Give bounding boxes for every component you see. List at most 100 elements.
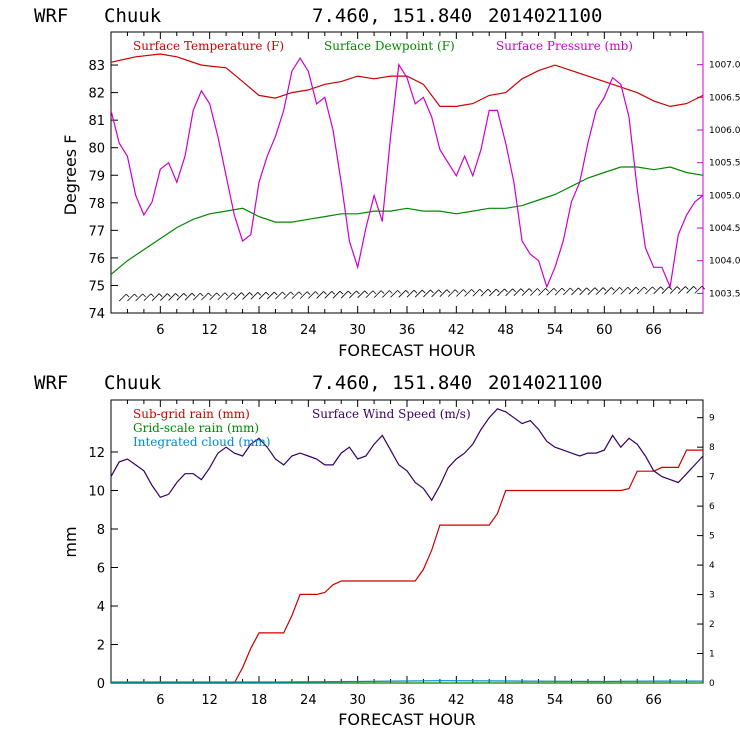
- wind-barb: [151, 293, 160, 301]
- wind-barb-flag: [569, 287, 574, 292]
- p1-header-init: 2014021100: [488, 5, 602, 27]
- wind-barb: [431, 289, 439, 298]
- wind-barb: [505, 288, 513, 297]
- wind-barb-flag: [134, 293, 138, 298]
- wind-barb: [373, 290, 382, 298]
- p1-xtick-label: 24: [300, 323, 317, 338]
- p2-ytick-label: 4: [97, 600, 105, 615]
- wind-barb: [406, 289, 415, 298]
- wind-barb-flag: [495, 288, 500, 293]
- p1-ytick-label: 81: [88, 114, 105, 129]
- p1-xtick-label: 48: [497, 323, 514, 338]
- p2-ytick-label: 8: [97, 523, 105, 538]
- wind-barb-flag: [479, 288, 484, 293]
- wind-barb: [554, 287, 563, 296]
- p1-ylabel: Degrees F: [61, 135, 80, 216]
- p1-ytick-label: 74: [88, 307, 105, 322]
- wind-barb: [242, 292, 250, 300]
- wind-barb: [266, 291, 275, 300]
- p1-ytick-label: 75: [88, 279, 105, 294]
- wind-barb-flag: [372, 290, 377, 295]
- wind-barb: [686, 286, 694, 294]
- wind-barb-flag: [454, 289, 459, 293]
- p1-xtick-label: 54: [547, 323, 564, 338]
- p2-legend-wind-speed: Surface Wind Speed (m/s): [312, 407, 471, 421]
- wind-barb-flag: [693, 286, 697, 290]
- p2-y2tick-label: 8: [709, 443, 715, 453]
- p1-xtick-label: 6: [156, 323, 164, 338]
- wind-barb: [225, 292, 234, 300]
- wind-barb: [209, 292, 217, 301]
- wind-barb-flag: [397, 290, 401, 294]
- wind-barb: [365, 290, 374, 299]
- p1-ytick-label: 77: [88, 224, 105, 239]
- wind-barb: [184, 292, 193, 301]
- p2-ylabel: mm: [61, 526, 80, 557]
- wind-barb-flag: [553, 287, 558, 292]
- p2-ytick-label: 6: [97, 561, 105, 576]
- p1-xtick-label: 30: [349, 323, 366, 338]
- wind-barb: [447, 289, 456, 297]
- wind-barb: [414, 289, 423, 298]
- wind-barb-flag: [685, 286, 689, 290]
- wind-barb-flag: [430, 289, 434, 294]
- wind-barb: [299, 291, 308, 299]
- p2-legend-subgrid-rain: Sub-grid rain (mm): [133, 407, 250, 421]
- p1-ytick-label: 82: [88, 87, 105, 102]
- wind-barb: [620, 286, 629, 295]
- wind-barb: [488, 288, 497, 297]
- wind-barb: [571, 287, 579, 296]
- p1-xtick-label: 66: [645, 323, 662, 338]
- p1-ytick-label: 80: [88, 142, 105, 157]
- wind-barb: [201, 292, 209, 301]
- wind-barb-flag: [602, 287, 607, 291]
- p2-xtick-label: 48: [497, 693, 514, 708]
- wind-barb-flag: [652, 286, 656, 291]
- p1-y2tick-label: 1006.5: [709, 93, 740, 103]
- wind-barb-flag: [150, 293, 155, 298]
- p2-xtick-label: 54: [547, 693, 564, 708]
- wind-barb-flag: [487, 288, 492, 293]
- p2-y2tick-label: 0: [709, 679, 715, 689]
- wind-barb-flag: [273, 291, 278, 296]
- wind-barb: [636, 286, 645, 295]
- wind-barb-flag: [167, 293, 171, 297]
- p1-y2tick-label: 1007.0: [709, 61, 740, 71]
- wind-barb-flag: [446, 289, 451, 294]
- wind-barb-flag: [528, 288, 533, 292]
- wind-barb-flag: [257, 292, 262, 296]
- p1-y2tick-label: 1004.0: [709, 257, 740, 267]
- p2-y2tick-label: 9: [709, 414, 715, 424]
- wind-barb-flag: [627, 286, 632, 291]
- p1-y2tick-label: 1005.0: [709, 191, 740, 201]
- wind-barb-flag: [356, 290, 360, 295]
- wind-barb: [118, 293, 127, 302]
- wind-barb-flag: [224, 292, 229, 297]
- p2-legend-integrated-cloud: Integrated cloud (mm): [133, 435, 271, 449]
- wind-barb-flag: [364, 290, 368, 295]
- wind-barb-flag: [701, 285, 706, 290]
- p1-legend-temperature: Surface Temperature (F): [133, 39, 284, 53]
- wind-barb-flag: [586, 287, 590, 292]
- wind-barb: [283, 291, 291, 300]
- wind-barb-flag: [537, 288, 541, 292]
- wind-barb: [143, 293, 152, 302]
- wind-barb-flag: [471, 289, 475, 293]
- p2-xtick-label: 24: [300, 693, 317, 708]
- wind-barb: [423, 289, 431, 298]
- p2-xtick-label: 42: [448, 693, 465, 708]
- wind-barb: [168, 293, 176, 301]
- wind-barb-flag: [158, 293, 163, 297]
- wind-barb-flag: [175, 293, 179, 297]
- p1-header-coords: 7.460, 151.840: [312, 5, 472, 27]
- wind-barb-flag: [208, 292, 212, 297]
- p1-xtick-label: 60: [596, 323, 613, 338]
- wind-barb: [653, 286, 661, 295]
- wind-barb: [135, 293, 143, 302]
- p2-series-surface-wind-speed-m-s: [110, 408, 704, 502]
- p2-legend-gridscale-rain: Grid-scale rain (mm): [133, 421, 259, 435]
- p1-series-surface-dewpoint-f: [110, 166, 704, 275]
- p2-xtick-label: 60: [596, 693, 613, 708]
- wind-barb-flag: [635, 286, 640, 291]
- p1-xtick-label: 42: [448, 323, 465, 338]
